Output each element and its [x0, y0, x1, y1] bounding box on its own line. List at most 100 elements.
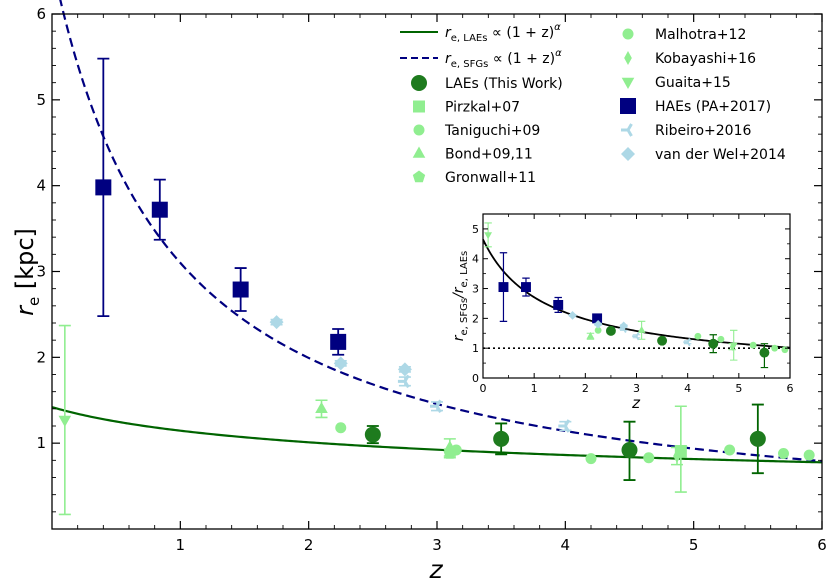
inset-point-van-der-wel-2014-2: [619, 321, 629, 331]
main-series-van-der-wel-2014: [269, 315, 412, 377]
main-point-malhotra-12-1: [585, 453, 597, 465]
legend-curve-sfgs-sup: α: [555, 48, 562, 59]
inset-point-malhotra-12-1: [694, 332, 702, 340]
main-xtick-label-1: 1: [176, 536, 186, 554]
inset-points: [484, 222, 789, 369]
inset-xtick-label-2: 2: [582, 382, 589, 395]
main-ytick-label-3: 3: [36, 263, 46, 281]
main-points: [58, 57, 815, 516]
inset-series-kobayashi-16: [728, 342, 736, 352]
main-curve-r-e-laes-1-z: [51, 406, 823, 464]
main-point-malhotra-12-0: [335, 422, 347, 434]
inset-point-malhotra-12-5: [781, 346, 789, 354]
inset-point-van-der-wel-2014-0: [568, 311, 577, 320]
inset-point-laes-this-work-2: [708, 338, 719, 349]
legend: re, LAEs ∝ (1 + z)α re, SFGs ∝ (1 + z)α …: [400, 22, 786, 186]
inset-point-bond-09-11-0: [586, 331, 595, 339]
inset-point-haes-pa-2017-3: [592, 313, 603, 324]
main-plot: 1 2 3 4 5 6 1 2 3 4 5 6 z re [kpc]: [11, 0, 827, 584]
main-xtick-label-3: 3: [432, 536, 442, 554]
inset-point-ribeiro-2016-1: [632, 332, 640, 341]
main-ytick-label-1: 1: [36, 434, 46, 452]
main-xtick-label-4: 4: [561, 536, 571, 554]
legend-entry-van-der-wel-2014: van der Wel+2014: [621, 147, 786, 163]
legend-label-taniguchi-09: Taniguchi+09: [444, 123, 540, 139]
inset-ylabel: re, SFGs/re, LAEs: [451, 251, 470, 342]
inset-xtick-label-1: 1: [531, 382, 538, 395]
main-ytick-label-6: 6: [36, 5, 46, 23]
inset-point-haes-pa-2017-2: [553, 299, 564, 310]
main-xtick-label-5: 5: [689, 536, 699, 554]
inset-ytick-label-4: 4: [472, 253, 479, 266]
legend-label-van-der-wel-2014: van der Wel+2014: [655, 147, 786, 163]
main-curves: [51, 0, 823, 464]
main-xlabel: z: [428, 555, 443, 584]
inset-xtick-label-0: 0: [480, 382, 487, 395]
inset-point-kobayashi-16-0: [729, 342, 735, 352]
inset-point-guaita-15-0: [484, 232, 493, 240]
inset-series-haes-pa-2017: [498, 252, 603, 324]
inset-point-laes-this-work-1: [657, 335, 668, 346]
inset-xtick-label-6: 6: [787, 382, 794, 395]
inset-point-malhotra-12-4: [771, 344, 779, 352]
main-series-gronwall-11: [443, 446, 457, 459]
main-point-van-der-wel-2014-2: [397, 362, 412, 377]
legend-marker-haes-pa-2017: [620, 98, 636, 114]
inset-series-bond-09-11: [586, 320, 646, 340]
legend-label-gronwall-11: Gronwall+11: [445, 170, 536, 186]
legend-label-malhotra-12: Malhotra+12: [655, 27, 746, 43]
inset-xtick-label-4: 4: [684, 382, 691, 395]
legend-curve-sfgs-sub: e, SFGs: [451, 59, 489, 70]
legend-marker-guaita-15: [621, 77, 635, 89]
legend-curve-sfgs-post: ∝ (1 + z): [488, 51, 555, 67]
legend-marker-laes-this-work: [411, 75, 427, 91]
inset-xlabel: z: [631, 394, 641, 412]
main-point-laes-this-work-3: [749, 430, 766, 447]
inset-ylabel-symbol: r: [451, 334, 467, 341]
legend-marker-malhotra-12: [622, 28, 634, 40]
main-point-malhotra-12-4: [778, 447, 789, 459]
legend-marker-bond-09-11: [412, 146, 426, 158]
legend-label-pirzkal-07: Pirzkal+07: [445, 100, 520, 116]
main-point-haes-pa-2017-0: [95, 179, 112, 196]
main-point-guaita-15-1: [674, 444, 688, 457]
main-point-malhotra-12-3: [724, 444, 736, 456]
legend-curve-sfgs-symbol: r: [445, 51, 452, 67]
main-curve-r-e-sfgs-1-z: [59, 0, 823, 463]
inset-ylabel-sub1: e, SFGs: [459, 298, 470, 336]
legend-label-haes-pa-2017: HAEs (PA+2017): [655, 99, 771, 115]
main-ylabel-unit: [kpc]: [11, 228, 39, 289]
legend-marker-ribeiro-2016: [621, 123, 633, 137]
legend-marker-van-der-wel-2014: [621, 147, 635, 161]
main-xtick-label-2: 2: [304, 536, 314, 554]
legend-curve-laes-sup: α: [554, 22, 561, 33]
legend-label-ribeiro-2016: Ribeiro+2016: [655, 123, 751, 139]
legend-entry-gronwall-11: Gronwall+11: [412, 170, 536, 186]
inset-curve: [482, 238, 791, 349]
main-point-ribeiro-2016-0: [397, 374, 410, 389]
main-point-haes-pa-2017-2: [232, 281, 249, 298]
legend-entry-curve-laes: re, LAEs ∝ (1 + z)α: [400, 22, 561, 44]
legend-entry-malhotra-12: Malhotra+12: [622, 27, 746, 43]
legend-curve-laes-symbol: r: [445, 25, 452, 41]
legend-curve-laes-sub: e, LAEs: [451, 33, 488, 44]
inset-plot: 0 1 2 3 4 5 6 0 1 2 3 4 5 z re, SFGs/re, LAEs: [451, 213, 794, 412]
main-series-laes-this-work: [364, 403, 766, 481]
main-point-guaita-15-0: [58, 415, 72, 427]
inset-ytick-label-5: 5: [472, 223, 479, 236]
legend-label-curve-laes: re, LAEs ∝ (1 + z)α: [445, 22, 561, 44]
inset-ytick-label-2: 2: [472, 312, 479, 325]
main-ylabel: re [kpc]: [11, 228, 43, 316]
inset-point-haes-pa-2017-0: [498, 282, 509, 293]
inset-series-van-der-wel-2014: [568, 311, 629, 331]
main-point-gronwall-11-0: [443, 446, 457, 459]
main-point-malhotra-12-2: [643, 452, 655, 464]
legend-label-bond-09-11: Bond+09,11: [445, 147, 533, 163]
main-series-haes-pa-2017: [95, 57, 347, 356]
inset-xtick-label-3: 3: [633, 382, 640, 395]
inset-point-van-der-wel-2014-1: [593, 319, 603, 329]
inset-background: [483, 214, 790, 378]
main-xtick-label-6: 6: [817, 536, 827, 554]
main-point-haes-pa-2017-1: [151, 201, 168, 218]
